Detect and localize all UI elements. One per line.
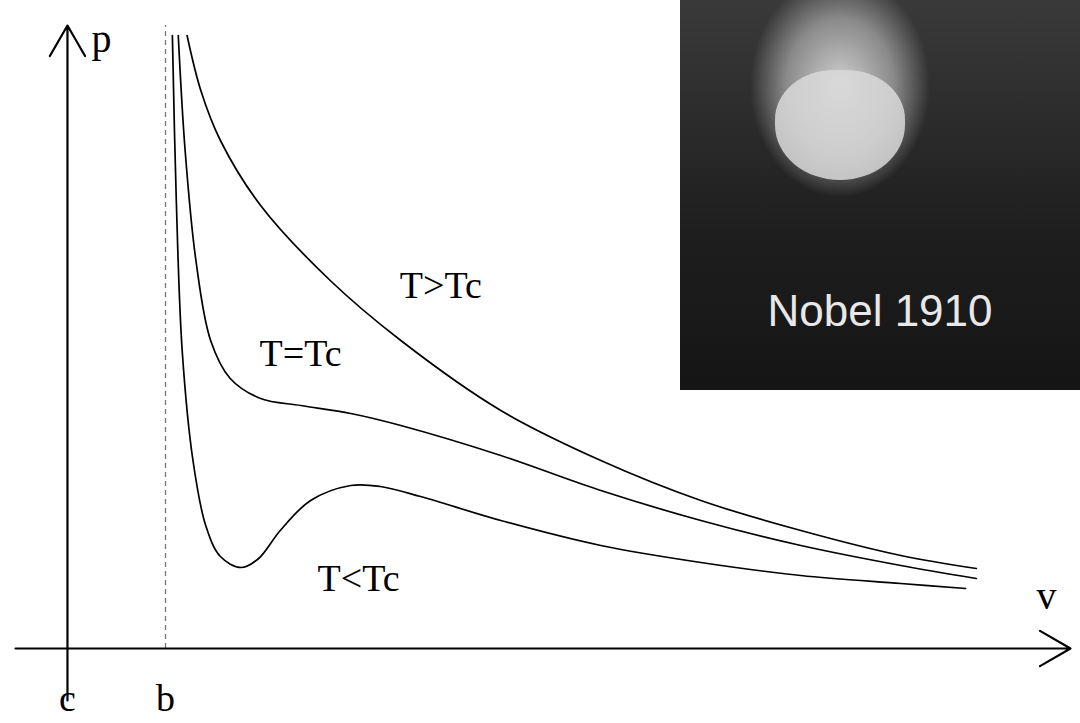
svg-text:T<Tc: T<Tc	[318, 557, 400, 599]
svg-text:T=Tc: T=Tc	[260, 332, 342, 374]
html-text:Nobel 1910: Nobel 1910	[767, 286, 993, 335]
svg-text:b: b	[156, 677, 175, 719]
svg-text:v: v	[1037, 573, 1057, 618]
svg-text:p: p	[91, 16, 111, 61]
svg-text:T>Tc: T>Tc	[400, 264, 482, 306]
svg-text:c: c	[59, 677, 76, 719]
